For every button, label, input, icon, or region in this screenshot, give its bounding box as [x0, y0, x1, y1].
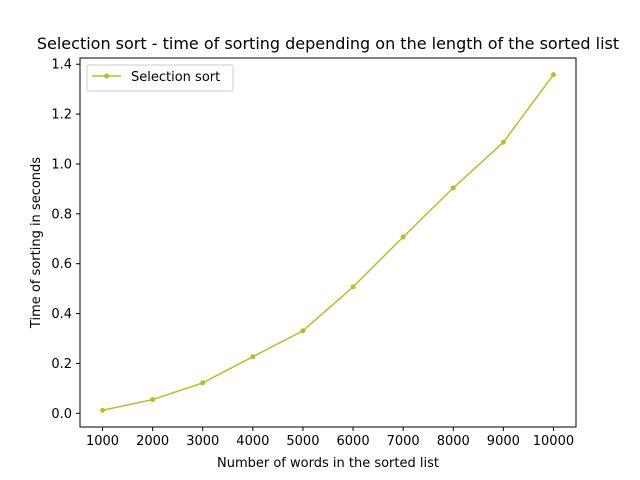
y-tick-label: 1.4: [51, 58, 72, 73]
series-line: [102, 74, 555, 412]
y-tick-label: 0.4: [51, 307, 72, 322]
data-point: [500, 139, 506, 145]
x-tick-label: 5000: [286, 434, 319, 449]
x-tick-label: 7000: [387, 434, 420, 449]
y-tick-label: 1.0: [51, 157, 72, 172]
y-axis-label: Time of sorting in seconds: [29, 157, 44, 329]
legend-marker-swatch: [104, 73, 109, 79]
y-tick-label: 1.2: [51, 108, 72, 123]
data-point: [200, 380, 206, 386]
y-tick-label: 0.8: [51, 207, 72, 222]
x-tick-label: 1000: [86, 434, 119, 449]
data-point: [100, 407, 106, 413]
x-tick-label: 9000: [487, 434, 520, 449]
x-tick-label: 3000: [186, 434, 219, 449]
x-tick-label: 8000: [437, 434, 470, 449]
data-point: [350, 284, 356, 290]
data-point: [250, 354, 256, 360]
data-point: [300, 328, 306, 334]
y-axis-ticks: 0.0 0.2 0.4 0.6 0.8 1.0 1.2 1.4: [51, 58, 80, 422]
legend-label: Selection sort: [131, 70, 220, 85]
series-layer: [100, 72, 556, 413]
x-axis-label: Number of words in the sorted list: [217, 456, 439, 471]
y-tick-label: 0.2: [51, 357, 72, 372]
data-point: [150, 397, 156, 403]
x-tick-label: 6000: [337, 434, 370, 449]
x-axis-ticks: 1000 2000 3000 4000 5000 6000 7000 8000 9000 1000…: [86, 427, 574, 449]
legend-frame: [86, 64, 234, 92]
x-tick-label: 10000: [533, 434, 574, 449]
data-point: [450, 185, 456, 191]
x-tick-label: 4000: [236, 434, 269, 449]
plot-frame: [79, 57, 577, 428]
plot-area: 1000 2000 3000 4000 5000 6000 7000 8000 9000 1000…: [51, 57, 577, 449]
y-tick-label: 0.0: [51, 407, 72, 422]
chart-title: Selection sort - time of sorting dependi…: [37, 34, 619, 53]
y-tick-label: 0.6: [51, 257, 72, 272]
data-point: [550, 72, 556, 78]
data-point: [400, 234, 406, 240]
legend: Selection sort: [86, 64, 234, 92]
x-tick-label: 2000: [136, 434, 169, 449]
